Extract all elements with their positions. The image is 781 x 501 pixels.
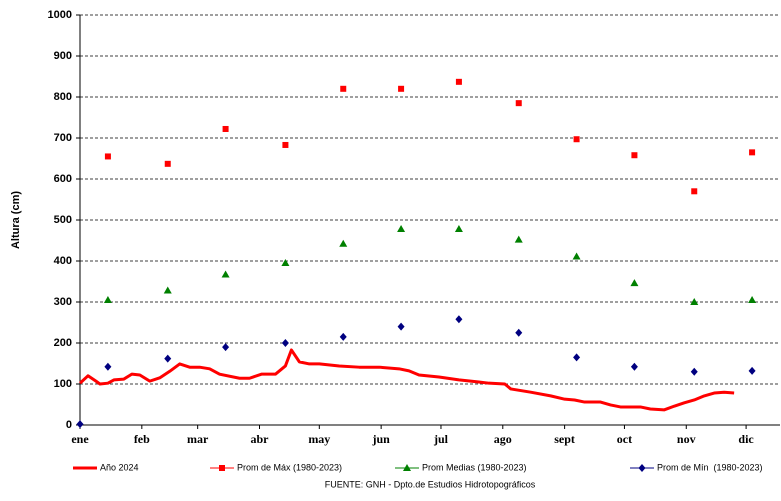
x-tick-label: sept [554,432,575,446]
x-tick-label: jun [371,432,390,446]
data-point [631,152,638,159]
y-tick-label: 200 [54,337,72,349]
legend-marker [403,464,411,471]
data-point [339,239,348,247]
data-point [222,343,230,352]
y-axis-label: Altura (cm) [10,191,22,249]
legend-label: Año 2024 [100,462,139,472]
y-tick-label: 100 [54,378,72,390]
data-point [455,78,462,85]
data-point [340,85,347,92]
y-tick-label: 600 [54,173,72,185]
legend-label: Prom de Máx (1980-2023) [237,462,342,472]
y-tick-label: 300 [54,296,72,308]
x-tick-label: nov [677,432,696,446]
x-tick-label: mar [187,432,209,446]
data-point [515,100,522,107]
data-point [748,366,756,375]
series-line [78,348,735,412]
data-point [282,141,289,148]
y-tick-label: 800 [54,91,72,103]
data-point [573,353,581,362]
data-point [514,235,523,243]
x-tick-label: ene [71,432,89,446]
data-point [281,259,290,267]
data-point [164,160,171,167]
x-tick-label: oct [617,432,632,446]
y-tick-label: 0 [66,419,72,431]
x-tick-label: ago [494,432,512,446]
data-point [691,188,698,195]
y-tick-label: 500 [54,214,72,226]
y-tick-label: 900 [54,50,72,62]
source-note: FUENTE: GNH - Dpto.de Estudios Hidrotopo… [325,479,536,489]
data-point [76,420,84,429]
data-point [104,362,112,371]
data-point [690,367,698,376]
y-tick-label: 1000 [48,9,72,21]
legend-label: Prom de Mín (1980-2023) [657,462,763,472]
data-point [397,322,405,331]
data-point [164,354,172,363]
data-point [221,270,230,278]
data-point [630,362,638,371]
data-point [515,328,523,337]
data-point [222,125,229,132]
x-tick-label: abr [250,432,269,446]
data-point [749,149,756,156]
x-tick-label: dic [738,432,754,446]
y-tick-label: 700 [54,132,72,144]
data-point [397,225,406,233]
data-point [104,153,111,160]
data-point [454,225,463,233]
x-tick-label: jul [433,432,449,446]
data-point [690,298,699,305]
legend-label: Prom Medias (1980-2023) [422,462,527,472]
data-point [572,252,581,260]
data-point [573,136,580,143]
y-tick-label: 400 [54,255,72,267]
data-point [163,286,172,294]
data-point [339,332,347,341]
data-point [630,279,639,287]
x-tick-label: may [308,432,330,446]
x-tick-label: feb [134,432,150,446]
legend-marker [638,464,646,472]
data-point [748,295,757,303]
data-point [398,85,405,92]
legend-marker [219,465,225,471]
data-point [281,339,289,347]
data-point [455,315,463,324]
data-point [103,295,112,303]
